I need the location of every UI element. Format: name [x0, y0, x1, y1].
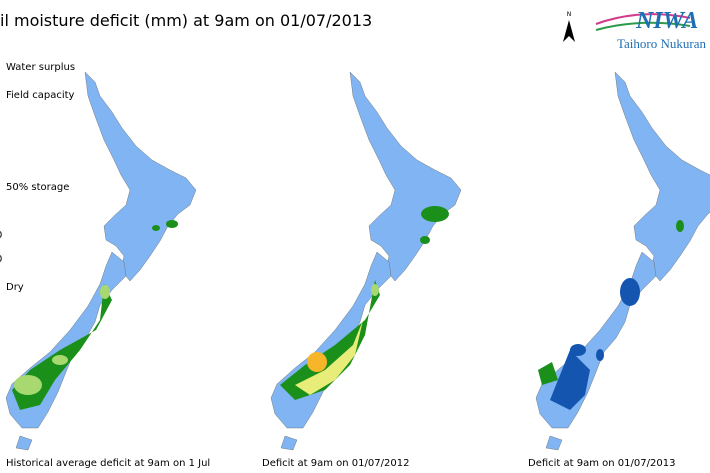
- legend-label: 0: [0, 254, 2, 265]
- legend-label: 50% storage: [6, 182, 69, 193]
- legend-label: Dry: [6, 282, 24, 293]
- legend-label: Field capacity: [6, 90, 75, 101]
- north-label: N: [567, 11, 572, 18]
- north-arrow: N: [563, 11, 575, 42]
- title: il moisture deficit (mm) at 9am on 01/07…: [0, 11, 372, 30]
- map-2013: [535, 71, 710, 451]
- legend-label: Water surplus: [6, 62, 75, 73]
- logo: NIWA Taihoro Nukuran: [595, 8, 706, 51]
- logo-subtitle: Taihoro Nukuran: [617, 36, 706, 51]
- legend-label: 0: [0, 230, 2, 241]
- captions: Historical average deficit at 9am on 1 J…: [6, 458, 675, 469]
- map-2012: [270, 71, 462, 451]
- logo-name: NIWA: [635, 8, 698, 34]
- legend: Water surplus Field capacity 50% storage…: [0, 62, 75, 293]
- map-historical: [5, 71, 197, 451]
- map-caption: Deficit at 9am on 01/07/2013: [528, 458, 675, 469]
- map-caption: Deficit at 9am on 01/07/2012: [262, 458, 409, 469]
- map-caption: Historical average deficit at 9am on 1 J…: [6, 458, 210, 469]
